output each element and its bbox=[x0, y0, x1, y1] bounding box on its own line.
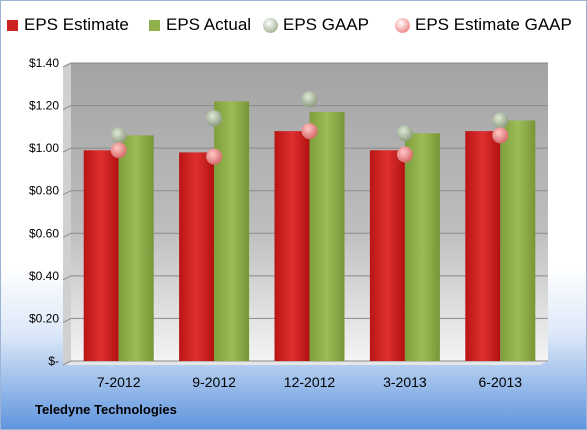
gridline-depth bbox=[62, 275, 72, 281]
legend-label: EPS Actual bbox=[166, 15, 252, 34]
legend-item: EPS Estimate GAAP bbox=[395, 15, 572, 35]
gridline-depth bbox=[62, 232, 72, 238]
y-tick-label: $0.80 bbox=[29, 184, 59, 198]
y-tick-label: $0.20 bbox=[29, 311, 59, 325]
legend-swatch bbox=[263, 17, 278, 33]
x-tick-label: 12-2012 bbox=[284, 374, 336, 390]
x-tick-label: 7-2012 bbox=[97, 374, 141, 390]
bar-eps-estimate bbox=[83, 150, 119, 361]
gridline-depth bbox=[62, 360, 72, 366]
bar-eps-actual bbox=[500, 120, 536, 361]
y-tick-label: $- bbox=[48, 354, 59, 368]
bar-eps-estimate bbox=[465, 131, 501, 361]
bar-eps-estimate bbox=[179, 152, 215, 361]
legend-label: EPS Estimate GAAP bbox=[415, 15, 572, 34]
marker-eps-estimate-gaap bbox=[396, 146, 413, 163]
legend-item: EPS Estimate bbox=[7, 15, 129, 35]
marker-eps-estimate-gaap bbox=[206, 148, 223, 165]
marker-eps-gaap bbox=[206, 110, 223, 127]
marker-eps-gaap bbox=[110, 127, 127, 144]
bar-eps-actual bbox=[118, 135, 154, 361]
bar-eps-estimate bbox=[274, 131, 310, 361]
y-tick-label: $1.00 bbox=[29, 141, 59, 155]
gridline-depth bbox=[62, 147, 72, 153]
x-tick-label: 3-2013 bbox=[383, 374, 427, 390]
y-tick-label: $1.20 bbox=[29, 99, 59, 113]
marker-eps-estimate-gaap bbox=[492, 127, 509, 144]
legend-item: EPS Actual bbox=[149, 15, 251, 35]
x-tick-label: 6-2013 bbox=[479, 374, 523, 390]
company-name: Teledyne Technologies bbox=[35, 402, 177, 417]
plot-floor bbox=[63, 361, 548, 365]
y-tick-label: $1.40 bbox=[29, 56, 59, 70]
marker-eps-estimate-gaap bbox=[301, 123, 318, 140]
marker-eps-gaap bbox=[492, 112, 509, 129]
legend-label: EPS Estimate bbox=[24, 15, 129, 34]
marker-eps-gaap bbox=[396, 125, 413, 142]
legend-swatch bbox=[7, 19, 18, 31]
bar-eps-estimate bbox=[369, 150, 405, 361]
legend-swatch bbox=[395, 17, 410, 33]
gridline-depth bbox=[62, 317, 72, 323]
bar-eps-actual bbox=[214, 101, 250, 362]
legend-item: EPS GAAP bbox=[263, 15, 369, 35]
marker-eps-gaap bbox=[301, 91, 318, 108]
y-tick-label: $0.40 bbox=[29, 269, 59, 283]
plot-side-wall bbox=[63, 63, 71, 365]
legend-label: EPS GAAP bbox=[283, 15, 369, 34]
gridline-depth bbox=[62, 62, 72, 68]
y-tick-label: $0.60 bbox=[29, 226, 59, 240]
gridline-depth bbox=[62, 105, 72, 111]
gridline-depth bbox=[62, 190, 72, 196]
bar-eps-actual bbox=[309, 111, 345, 361]
marker-eps-estimate-gaap bbox=[110, 142, 127, 159]
bar-eps-actual bbox=[404, 133, 440, 361]
x-tick-label: 9-2012 bbox=[192, 374, 236, 390]
legend-swatch bbox=[149, 19, 160, 31]
legend: EPS Estimate EPS Actual EPS GAAP EPS Estima… bbox=[1, 15, 586, 43]
